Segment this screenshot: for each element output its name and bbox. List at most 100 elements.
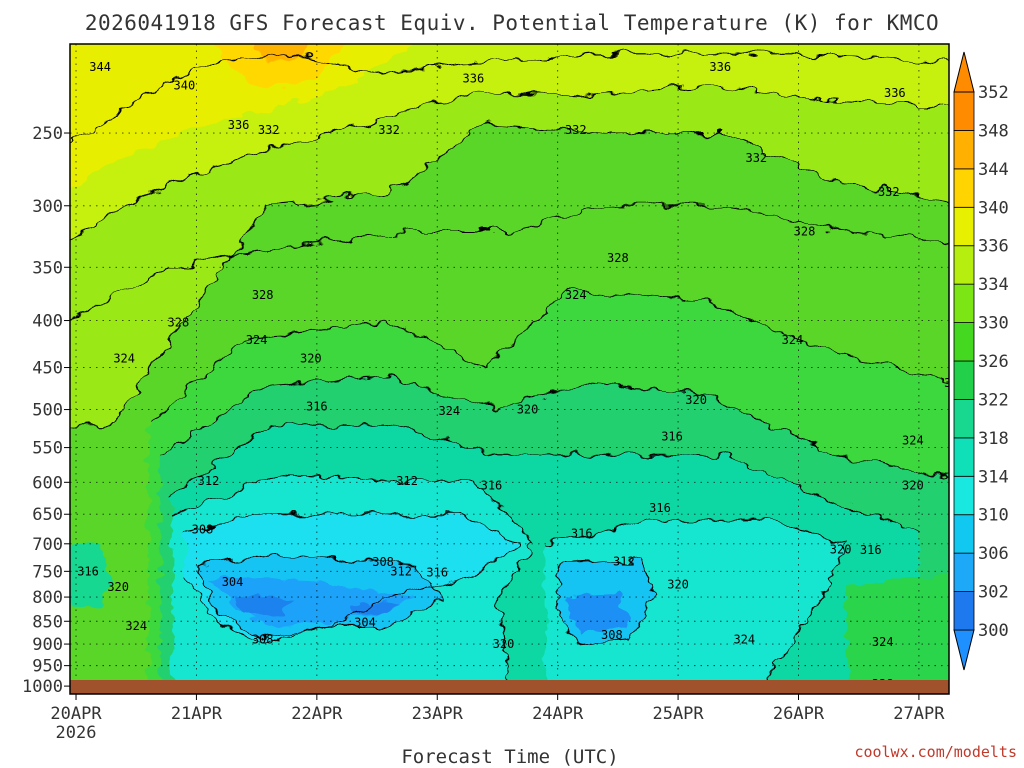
contour-label: 332 — [745, 151, 767, 165]
contour-label: 328 — [794, 225, 816, 239]
colorbar-swatch — [953, 130, 975, 170]
contour-label: 336 — [709, 60, 731, 74]
contour-label: 308 — [372, 555, 394, 569]
colorbar-label: 310 — [978, 506, 1009, 526]
colorbar-label: 326 — [978, 352, 1009, 372]
contour-label: 316 — [481, 479, 503, 493]
contour-label: 316 — [571, 526, 593, 540]
contour-line — [70, 53, 949, 146]
contour-label: 320 — [300, 352, 322, 366]
credit-text: coolwx.com/modelts — [854, 743, 1017, 761]
y-tick-label: 600 — [32, 473, 63, 493]
contour-label: 328 — [252, 288, 274, 302]
colorbar-extend-high — [953, 51, 975, 93]
x-tick-label: 27APR — [893, 704, 945, 724]
x-axis-label: Forecast Time (UTC) — [401, 746, 618, 768]
contour-line — [545, 519, 848, 687]
contour-label: 324 — [733, 633, 755, 647]
contour-label: 312 — [198, 474, 220, 488]
contour-label: 336 — [884, 86, 906, 100]
ground-band — [70, 680, 949, 694]
y-tick-label: 300 — [32, 197, 63, 217]
region-324 — [846, 573, 949, 694]
contour-label: 316 — [426, 565, 448, 579]
y-tick-label: 650 — [32, 505, 63, 525]
contour-label: 328 — [168, 316, 190, 330]
contour-label: 312 — [390, 564, 412, 578]
region-348 — [252, 44, 313, 64]
contour-line — [160, 375, 949, 480]
colorbar-label: 352 — [978, 83, 1009, 103]
colorbar-label: 300 — [978, 621, 1009, 641]
contour-label: 320 — [685, 393, 707, 407]
colorbar-swatch — [953, 322, 975, 362]
region-303 — [563, 592, 630, 636]
contour-label: 316 — [661, 430, 683, 444]
contour-label: 320 — [107, 580, 129, 594]
contour-label: 320 — [517, 403, 539, 417]
contour-lines — [70, 53, 949, 687]
colorbar-swatch — [953, 283, 975, 323]
contour-label: 320 — [902, 479, 924, 493]
x-tick-label: 24APR — [532, 704, 584, 724]
colorbar-swatch — [953, 591, 975, 631]
contour-line — [557, 559, 655, 645]
colorbar-label: 330 — [978, 314, 1009, 334]
contour-label: 324 — [113, 352, 135, 366]
y-tick-label: 800 — [32, 588, 63, 608]
contour-label: 324 — [438, 404, 460, 418]
colorbar-label: 334 — [978, 275, 1009, 295]
plot-frame — [69, 43, 950, 695]
y-tick-label: 900 — [32, 635, 63, 655]
y-axis: 250 300 350 400 450 500 550 600 650 700 750 800 850 9… — [22, 124, 70, 697]
y-tick-label: 250 — [32, 124, 63, 144]
x-tick-label: 20APR — [50, 704, 102, 724]
y-tick-label: 400 — [32, 312, 63, 332]
colorbar-extend-low — [953, 629, 975, 671]
contour-label: 320 — [493, 637, 515, 651]
contour-label: 328 — [944, 376, 966, 390]
contour-line — [70, 85, 949, 241]
contour-label: 316 — [649, 501, 671, 515]
colorbar-swatch — [953, 206, 975, 247]
contour-label: 304 — [354, 616, 376, 630]
y-tick-label: 350 — [32, 258, 63, 278]
colorbar-label: 306 — [978, 544, 1009, 564]
y-tick-label: 850 — [32, 612, 63, 632]
colorbar-swatch — [953, 245, 975, 285]
region-318c — [70, 543, 113, 607]
x-tick-label: 21APR — [171, 704, 223, 724]
region-302 — [232, 597, 293, 617]
x-tick-label: 25APR — [652, 704, 704, 724]
x-tick-sublabel: 2026 — [56, 723, 97, 743]
colorbar: 300 302 306 310 314 318 322 326 330 334 336 340 344 3… — [953, 51, 1009, 671]
contour-label: 328 — [607, 251, 629, 265]
contour-label: 324 — [782, 333, 804, 347]
contour-label: 324 — [125, 619, 147, 633]
contour-label: 344 — [89, 60, 111, 74]
y-tick-label: 450 — [32, 359, 63, 379]
colorbar-label: 322 — [978, 390, 1009, 410]
region-338 — [70, 44, 411, 189]
colorbar-label: 348 — [978, 121, 1009, 141]
contour-label: 332 — [565, 123, 587, 137]
contour-label: 316 — [306, 399, 328, 413]
contour-label: 336 — [228, 118, 250, 132]
colorbar-label: 302 — [978, 583, 1009, 603]
contour-label: 324 — [902, 433, 924, 447]
contour-label: 312 — [613, 555, 635, 569]
contour-line — [70, 205, 949, 319]
contour-label: 324 — [565, 288, 587, 302]
contour-label: 316 — [860, 543, 882, 557]
colorbar-swatch — [953, 360, 975, 400]
contour-label: 332 — [878, 185, 900, 199]
y-tick-label: 950 — [32, 657, 63, 677]
x-tick-label: 23APR — [412, 704, 464, 724]
contour-label: 320 — [667, 577, 689, 591]
contour-label: 312 — [396, 474, 418, 488]
y-tick-label: 750 — [32, 562, 63, 582]
colorbar-label: 318 — [978, 429, 1009, 449]
contour-line — [70, 124, 949, 426]
colorbar-swatch — [953, 514, 975, 554]
contour-label: 332 — [258, 123, 280, 137]
